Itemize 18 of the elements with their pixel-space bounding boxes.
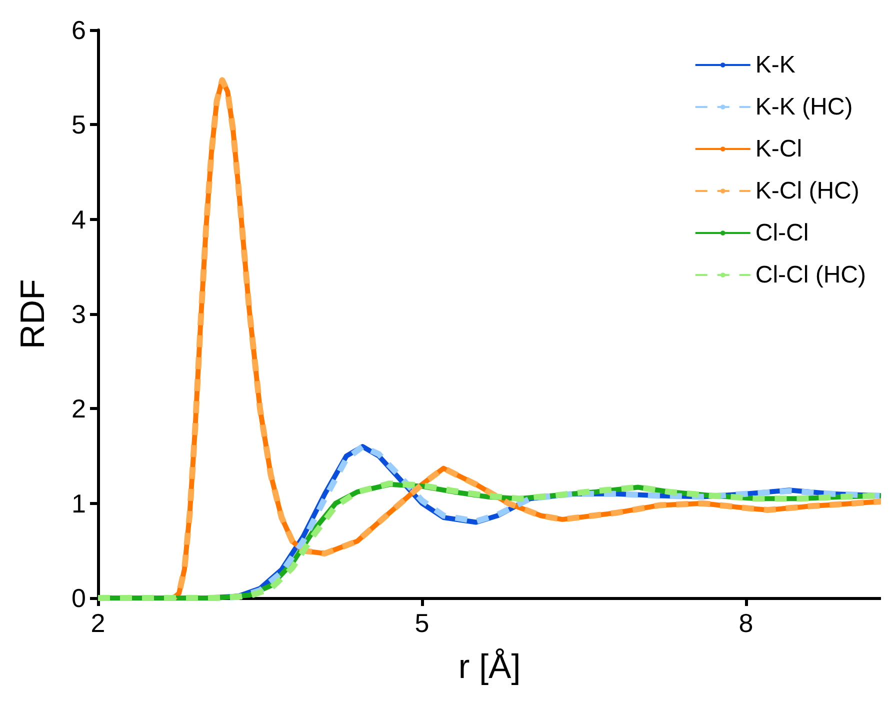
legend-label: Cl-Cl (HC) [755, 262, 866, 288]
legend-label: K-Cl (HC) [755, 178, 860, 204]
y-tick-label: 0 [72, 583, 86, 613]
legend-label: K-K [755, 52, 796, 78]
legend-label: K-Cl [755, 136, 802, 162]
y-tick-label: 4 [72, 204, 86, 234]
legend-label: Cl-Cl [755, 220, 809, 246]
x-tick-label: 8 [738, 608, 754, 638]
y-tick-label: 1 [72, 488, 86, 518]
legend-label: K-K (HC) [755, 94, 853, 120]
y-tick-label: 2 [72, 394, 86, 424]
y-axis-title: RDF [14, 279, 52, 349]
y-tick-label: 3 [72, 299, 86, 329]
y-tick-label: 5 [72, 110, 86, 140]
y-tick-label: 6 [72, 15, 86, 45]
x-tick-label: 5 [414, 608, 430, 638]
x-axis-title: r [Å] [458, 648, 521, 686]
x-tick-label: 2 [90, 608, 106, 638]
